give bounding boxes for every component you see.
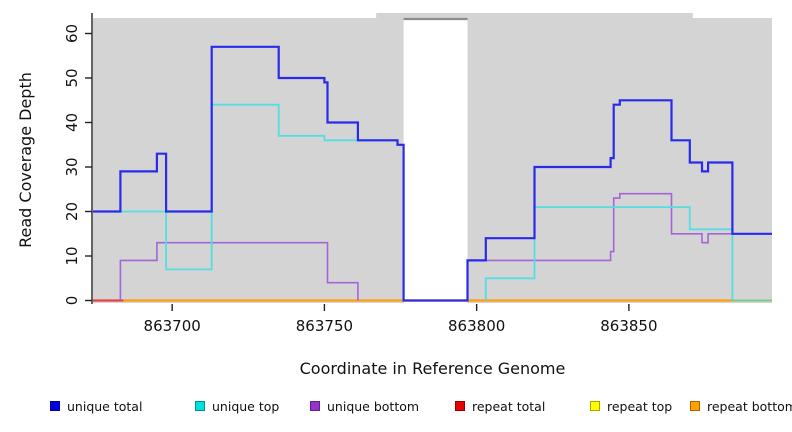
x-tick-label: 863750 — [296, 317, 353, 335]
y-tick-label: 50 — [63, 68, 81, 87]
panel-background-segment-2 — [467, 18, 772, 303]
y-tick-label: 20 — [63, 202, 81, 221]
panel-top-band — [376, 13, 693, 19]
x-axis-title: Coordinate in Reference Genome — [299, 359, 566, 378]
y-tick-label: 60 — [63, 24, 81, 43]
y-tick-label: 40 — [63, 113, 81, 132]
series-unique-bottom-right-line — [466, 192, 772, 301]
x-tick-label: 863700 — [144, 317, 201, 335]
y-tick-label: 30 — [63, 157, 81, 176]
x-tick-label: 863800 — [448, 317, 505, 335]
y-axis-title: Read Coverage Depth — [16, 72, 35, 248]
series-unique-total-line — [93, 45, 772, 302]
series-unique-top-right-line — [484, 206, 734, 301]
panel-background-segment-1 — [93, 18, 404, 303]
x-tick-label: 863850 — [600, 317, 657, 335]
y-tick-label: 0 — [63, 296, 81, 306]
series-unique-bottom-left-line — [119, 241, 359, 301]
y-tick-label: 10 — [63, 246, 81, 265]
